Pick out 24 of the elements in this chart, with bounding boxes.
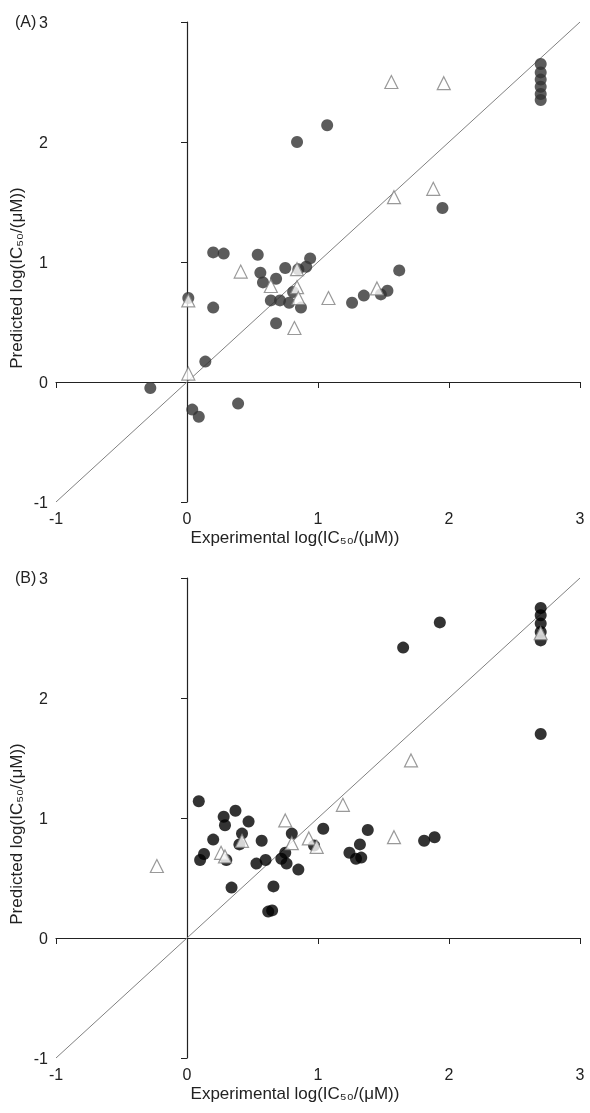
y-tick-label: 3 (39, 569, 49, 587)
x-tick-label: 1 (313, 1065, 323, 1083)
x-tick-label: 3 (575, 1065, 585, 1083)
y-tick-label: -1 (33, 1049, 49, 1067)
x-tick-label: 2 (444, 1065, 454, 1083)
x-axis-title: Experimental log(IC₅₀/(μM)) (190, 528, 400, 547)
chart-title: (B) (15, 568, 37, 586)
y-axis-title: Predicted log(IC₅₀/(μM)) (7, 187, 26, 369)
x-tick-label: 3 (575, 509, 585, 527)
y-tick-label: 2 (39, 689, 49, 707)
x-tick-label: 2 (444, 509, 454, 527)
y-tick-label: 3 (39, 13, 49, 31)
y-tick-label: 2 (39, 133, 49, 151)
x-tick-label: 1 (313, 509, 323, 527)
x-tick-label: 0 (182, 509, 192, 527)
x-axis-title: Experimental log(IC₅₀/(μM)) (190, 1084, 400, 1103)
y-tick-label: 1 (39, 253, 49, 271)
y-axis-title: Predicted log(IC₅₀/(μM)) (7, 743, 26, 925)
chart-title: (A) (15, 12, 37, 30)
y-tick-label: 0 (39, 373, 49, 391)
y-tick-label: 1 (39, 809, 49, 827)
x-tick-label: 0 (182, 1065, 192, 1083)
y-tick-label: -1 (33, 493, 49, 511)
y-tick-label: 0 (39, 929, 49, 947)
